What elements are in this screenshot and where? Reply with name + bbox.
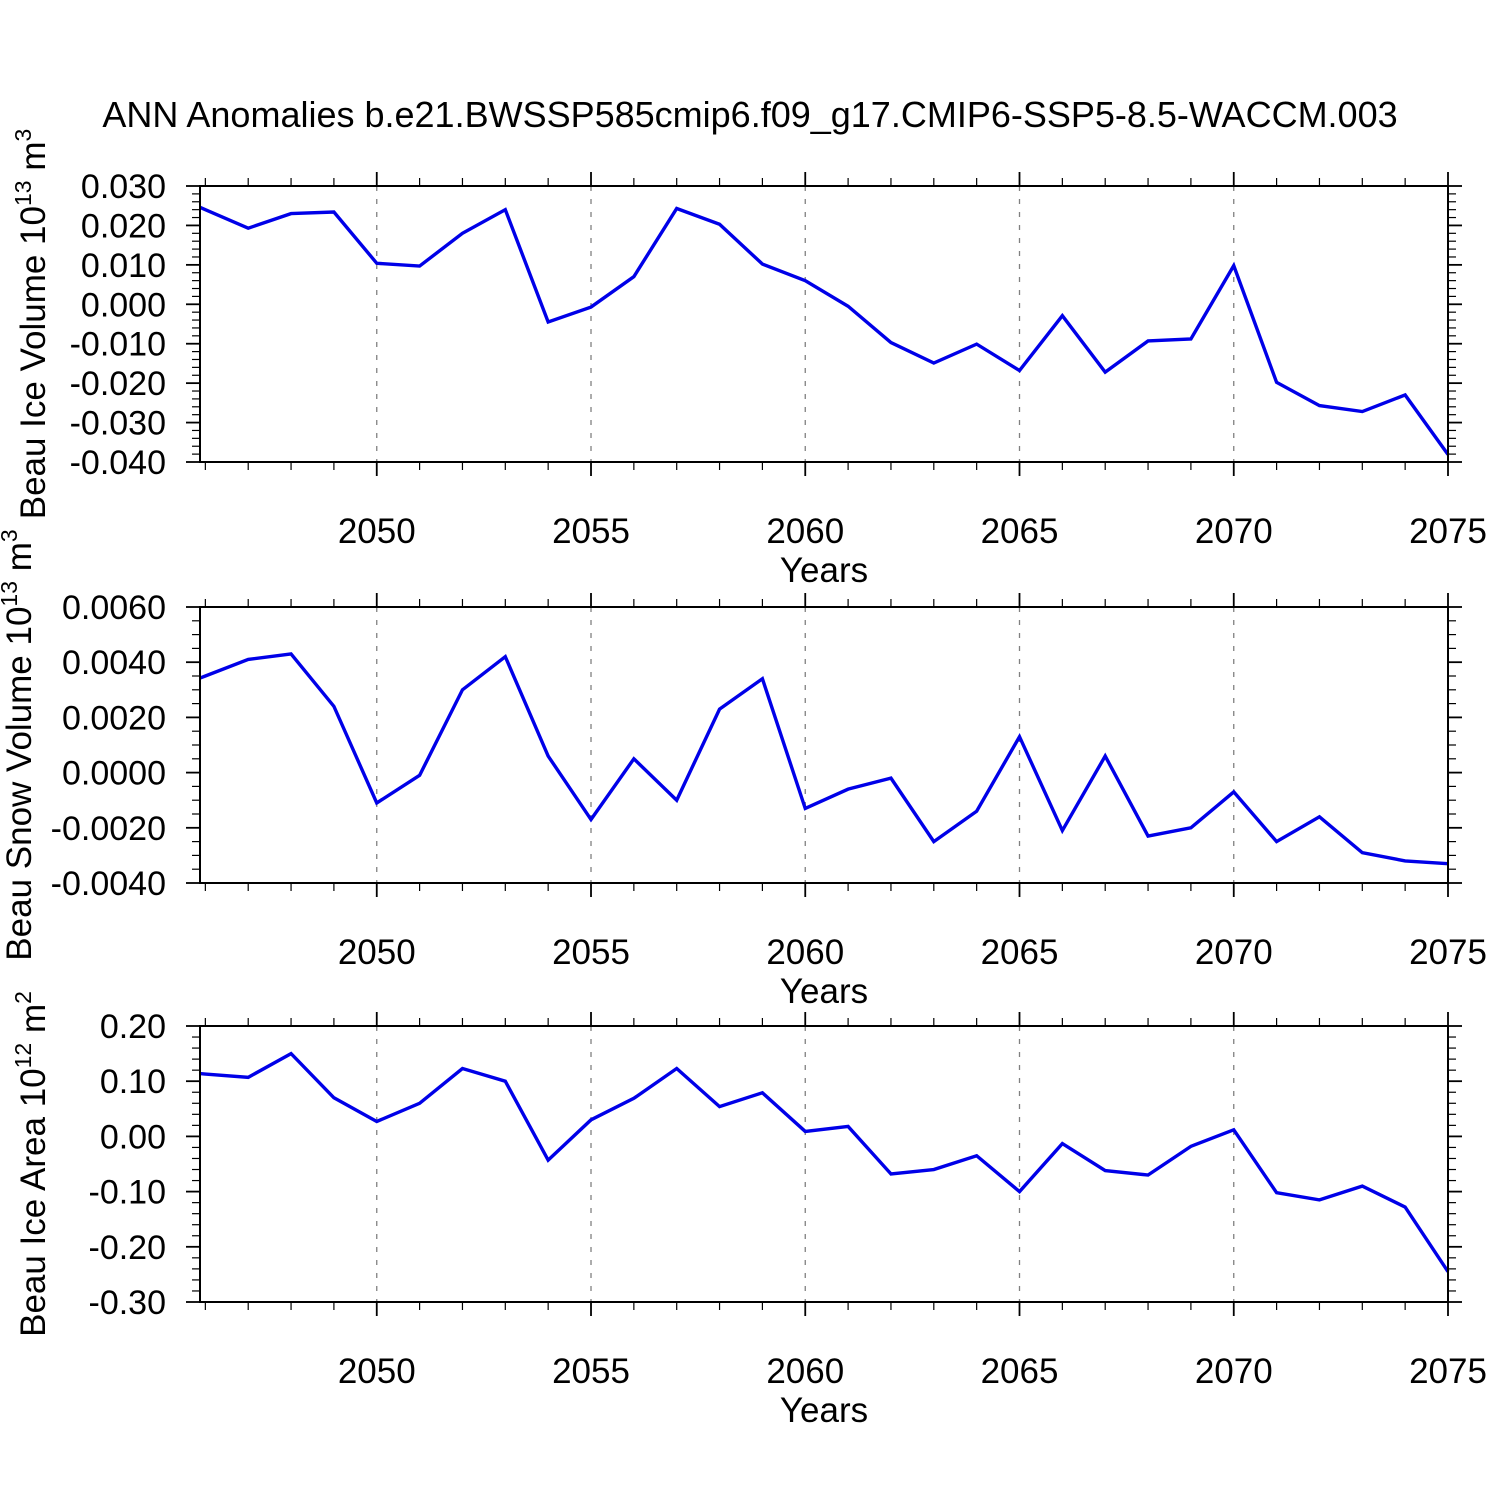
y-tick-label: 0.0060 bbox=[62, 589, 166, 627]
y-tick-label: -0.030 bbox=[70, 405, 166, 443]
y-tick-label: 0.010 bbox=[81, 247, 166, 285]
panel-1: 2050 2055 2060 2065 2070 2075 0.0300.0200.0100… bbox=[10, 129, 1487, 590]
x-axis-title: Years bbox=[780, 551, 868, 590]
x-tick-label: 2050 bbox=[338, 933, 416, 972]
data-line bbox=[199, 652, 1449, 866]
y-tick-label: -0.30 bbox=[89, 1284, 167, 1322]
plot-box bbox=[199, 1025, 1449, 1303]
panels-group: 2050 2055 2060 2065 2070 20750.0300.0200.0100… bbox=[0, 129, 1487, 1430]
y-tick-label: -0.0040 bbox=[51, 865, 166, 903]
chart-title: ANN Anomalies b.e21.BWSSP585cmip6.f09_g1… bbox=[102, 94, 1397, 135]
x-axis-title: Years bbox=[780, 972, 868, 1011]
plot-box bbox=[199, 185, 1449, 463]
y-tick-label: -0.010 bbox=[70, 326, 166, 364]
panel-2: 2050 2055 2060 2065 2070 2075 0.0060 0.0040 0.00… bbox=[0, 529, 1487, 1011]
x-tick-label: 2060 bbox=[766, 1352, 844, 1391]
x-tick-label: 2055 bbox=[552, 933, 630, 972]
plot-box bbox=[199, 606, 1449, 884]
x-tick-label: 2070 bbox=[1195, 1352, 1273, 1391]
x-tick-label: 2055 bbox=[552, 512, 630, 551]
x-tick-label: 2060 bbox=[766, 933, 844, 972]
data-line bbox=[199, 205, 1450, 456]
y-tick-label: 0.20 bbox=[100, 1008, 166, 1046]
y-tick-label: -0.20 bbox=[89, 1229, 167, 1267]
x-tick-label: 2050 bbox=[338, 1352, 416, 1391]
y-axis-title: Beau Ice Volume 1013 m3 bbox=[10, 129, 53, 520]
y-tick-label: 0.0020 bbox=[62, 699, 166, 737]
y-tick-label: 0.0000 bbox=[62, 755, 166, 793]
x-tick-label: 2065 bbox=[981, 933, 1059, 972]
y-tick-label: 0.0040 bbox=[62, 644, 166, 682]
y-tick-label: -0.040 bbox=[70, 444, 166, 482]
x-axis-title: Years bbox=[780, 1391, 868, 1430]
x-tick-label: 2075 bbox=[1409, 512, 1487, 551]
y-axis-title: Beau Ice Area 1012 m2 bbox=[10, 991, 53, 1337]
x-tick-label: 2050 bbox=[338, 512, 416, 551]
y-tick-label: 0.020 bbox=[81, 207, 166, 245]
panel-3: 2050 2055 2060 2065 2070 2075 0.20 0.10 0.00 -0.1… bbox=[10, 991, 1487, 1430]
x-tick-label: 2075 bbox=[1409, 1352, 1487, 1391]
x-tick-label: 2075 bbox=[1409, 933, 1487, 972]
y-tick-label: 0.000 bbox=[81, 286, 166, 324]
x-tick-label: 2060 bbox=[766, 512, 844, 551]
x-tick-label: 2065 bbox=[981, 512, 1059, 551]
x-tick-label: 2070 bbox=[1195, 512, 1273, 551]
y-axis-title: Beau Snow Volume 1013 m3 bbox=[0, 529, 39, 960]
y-tick-label: -0.020 bbox=[70, 365, 166, 403]
y-tick-label: -0.10 bbox=[89, 1174, 167, 1212]
y-tick-label: 0.030 bbox=[81, 168, 166, 206]
y-tick-label: 0.10 bbox=[100, 1063, 166, 1101]
x-tick-label: 2065 bbox=[981, 1352, 1059, 1391]
y-tick-label: -0.0020 bbox=[51, 810, 166, 848]
y-tick-label: 0.00 bbox=[100, 1118, 166, 1156]
data-line bbox=[199, 1051, 1450, 1273]
x-tick-label: 2055 bbox=[552, 1352, 630, 1391]
x-tick-label: 2070 bbox=[1195, 933, 1273, 972]
